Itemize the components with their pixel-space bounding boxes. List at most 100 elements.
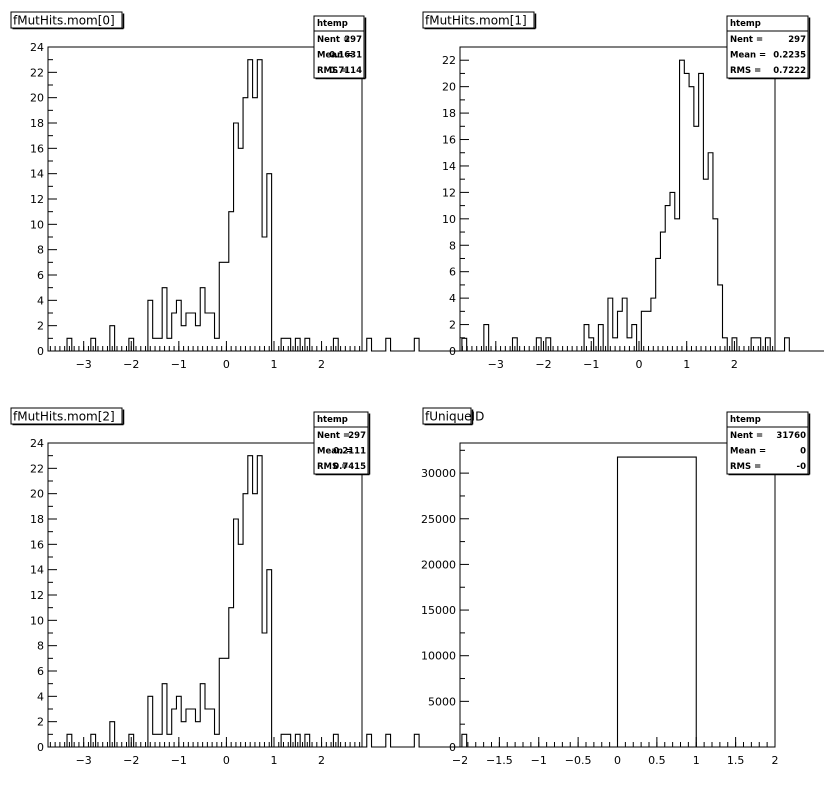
y-tick-label: 2	[37, 716, 44, 729]
stats-value: -0	[797, 462, 807, 472]
x-tick-label: 0	[635, 358, 642, 371]
x-tick-label: 2	[318, 358, 325, 371]
y-tick-label: 12	[30, 589, 44, 602]
y-tick-label: 22	[442, 54, 456, 67]
histogram-outline	[616, 456, 697, 747]
x-tick-label: −2	[123, 358, 139, 371]
y-tick-label: 14	[30, 168, 44, 181]
panel-title: fMutHits.mom[0]	[13, 14, 115, 28]
stats-label: RMS =	[317, 66, 348, 76]
x-tick-label: 1	[683, 358, 690, 371]
y-tick-label: 10000	[421, 650, 456, 663]
stats-value: 297	[344, 35, 362, 45]
stats-box	[313, 15, 365, 79]
x-tick-label: 0	[223, 754, 230, 767]
stats-name: htemp	[730, 19, 761, 29]
x-tick-label: −3	[488, 358, 504, 371]
stats-label: Nent =	[317, 35, 350, 45]
x-tick-label: 2	[318, 754, 325, 767]
y-tick-label: 18	[30, 117, 44, 130]
stats-name: htemp	[317, 19, 348, 29]
y-tick-label: 12	[30, 193, 44, 206]
y-tick-label: 18	[30, 513, 44, 526]
stats-value: 0.7222	[773, 66, 806, 76]
stats-box	[726, 411, 809, 475]
stats-content: htemp Nent =297 Mean =0.1631 RMS =0.7114	[317, 19, 362, 76]
y-tick-label: 8	[37, 244, 44, 257]
stats-value: 31760	[776, 431, 806, 441]
stats-value: 0.1631	[329, 51, 362, 61]
y-tick-label: 22	[30, 462, 44, 475]
panel-title: fUniqueID	[425, 410, 484, 424]
stats-label: Mean =	[730, 447, 766, 457]
x-tick-label: −2	[452, 754, 468, 767]
stats-label: Mean =	[317, 51, 353, 61]
stats-content: htemp Nent = 31760 Mean = 0 RMS = -0	[730, 415, 806, 472]
x-tick-label: 0	[223, 358, 230, 371]
panel-title: fMutHits.mom[2]	[13, 410, 115, 424]
stats-label: Mean =	[317, 447, 353, 457]
stats-content: htemp Nent = 297 Mean = 0.2235 RMS = 0.7222	[730, 19, 806, 76]
y-tick-label: 18	[442, 107, 456, 120]
y-tick-label: 12	[442, 186, 456, 199]
y-tick-label: 20	[442, 81, 456, 94]
x-tick-label: 1	[693, 754, 700, 767]
y-tick-label: 8	[449, 239, 456, 252]
x-tick-label: −0.5	[565, 754, 592, 767]
stats-label: RMS =	[730, 66, 761, 76]
x-tick-label: −1	[583, 358, 599, 371]
y-tick-label: 6	[449, 266, 456, 279]
y-tick-label: 4	[37, 690, 44, 703]
stats-value: 0.2111	[333, 447, 366, 457]
y-tick-label: 20	[30, 92, 44, 105]
stats-value: 0.2235	[773, 51, 806, 61]
stats-value: 297	[348, 431, 366, 441]
y-tick-label: 24	[30, 437, 44, 450]
x-tick-label: 2	[772, 754, 779, 767]
x-tick-label: 0	[614, 754, 621, 767]
y-tick-label: 30000	[421, 467, 456, 480]
y-tick-label: 0	[449, 345, 456, 358]
stats-value: 0.7415	[333, 462, 366, 472]
y-tick-label: 16	[30, 538, 44, 551]
stats-box	[313, 411, 369, 475]
y-tick-label: 4	[37, 294, 44, 307]
y-tick-label: 25000	[421, 513, 456, 526]
x-tick-label: −1	[531, 754, 547, 767]
x-tick-label: −1	[171, 358, 187, 371]
stats-name: htemp	[730, 415, 761, 425]
y-tick-label: 20000	[421, 558, 456, 571]
stats-value: 297	[788, 35, 806, 45]
y-tick-label: 5000	[428, 695, 456, 708]
y-tick-label: 15000	[421, 604, 456, 617]
stats-value: 0.7114	[329, 66, 362, 76]
x-tick-label: 2	[731, 358, 738, 371]
x-tick-label: −3	[76, 358, 92, 371]
histogram-outline	[66, 455, 468, 748]
x-tick-label: −1.5	[486, 754, 513, 767]
x-tick-label: 0.5	[648, 754, 666, 767]
y-tick-label: 0	[449, 741, 456, 754]
y-tick-label: 4	[449, 292, 456, 305]
y-tick-label: 10	[30, 218, 44, 231]
x-tick-label: −3	[76, 754, 92, 767]
x-tick-label: 1.5	[727, 754, 745, 767]
y-tick-label: 16	[442, 134, 456, 147]
x-tick-label: 1	[270, 358, 277, 371]
y-tick-label: 14	[30, 564, 44, 577]
y-tick-label: 6	[37, 665, 44, 678]
y-tick-label: 10	[30, 614, 44, 627]
stats-label: Nent =	[730, 431, 763, 441]
y-tick-label: 2	[37, 320, 44, 333]
y-tick-label: 2	[449, 319, 456, 332]
y-tick-label: 10	[442, 213, 456, 226]
histogram-outline	[66, 59, 468, 352]
y-tick-label: 0	[37, 345, 44, 358]
histogram-panel-3: 0 5000 10000 15000 20000 25000 30000 −2 −1.5 −1 −0…	[421, 407, 811, 767]
stats-label: Nent =	[730, 35, 763, 45]
y-tick-label: 16	[30, 142, 44, 155]
